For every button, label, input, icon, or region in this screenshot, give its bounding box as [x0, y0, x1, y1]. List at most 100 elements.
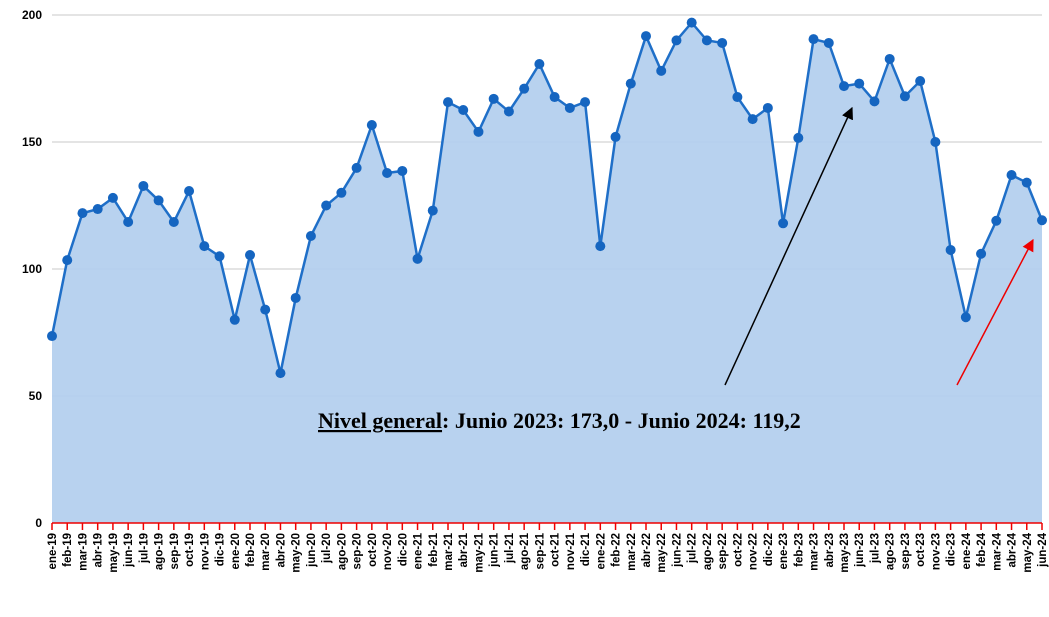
point — [747, 114, 758, 125]
x-tick-label: may-24 — [1022, 532, 1034, 572]
x-tick-label: oct-23 — [915, 533, 927, 567]
point — [229, 314, 240, 325]
point — [808, 34, 819, 45]
point — [321, 200, 332, 211]
point — [275, 368, 286, 379]
point — [458, 104, 469, 115]
point — [503, 106, 514, 117]
x-tick-label: feb-22 — [611, 533, 623, 567]
point — [1021, 177, 1032, 188]
point — [884, 53, 895, 64]
x-tick-label: jul-21 — [504, 532, 516, 564]
x-tick-label: dic-22 — [763, 533, 775, 566]
point — [519, 83, 530, 94]
point — [168, 217, 179, 228]
point — [382, 167, 393, 178]
point — [625, 78, 636, 89]
point — [245, 250, 255, 261]
point — [641, 31, 651, 42]
x-tick-label: nov-21 — [565, 532, 577, 570]
x-tick-label: abr-23 — [824, 533, 836, 568]
x-tick-label: ene-22 — [595, 533, 607, 569]
point — [869, 96, 880, 107]
point — [47, 331, 57, 342]
area — [52, 22, 1042, 524]
point — [473, 126, 484, 137]
point — [580, 97, 591, 108]
x-tick-label: mar-24 — [991, 532, 1003, 570]
x-tick-label: sep-23 — [900, 533, 912, 569]
x-tick-label: ago-23 — [885, 533, 897, 570]
point — [823, 37, 834, 48]
x-tick-label: mar-19 — [77, 533, 89, 571]
x-tick-label: oct-21 — [550, 532, 562, 566]
y-tick-label: 50 — [29, 389, 43, 403]
point — [960, 312, 971, 323]
x-tick-label: may-20 — [291, 533, 303, 573]
point — [793, 132, 804, 143]
point — [549, 92, 560, 103]
x-tick-label: feb-19 — [62, 533, 74, 567]
x-tick-label: ago-20 — [336, 533, 348, 570]
x-tick-label: nov-23 — [930, 533, 942, 570]
x-tick-label: oct-22 — [732, 533, 744, 567]
point — [656, 65, 667, 76]
x-tick-label: may-19 — [108, 533, 120, 573]
x-tick-label: nov-22 — [748, 533, 760, 570]
point — [290, 292, 301, 303]
point — [610, 131, 621, 142]
point — [77, 208, 88, 219]
point — [1037, 215, 1047, 226]
point — [899, 91, 910, 102]
x-tick-label: ago-22 — [702, 533, 714, 570]
point — [717, 37, 728, 48]
x-tick-label: feb-21 — [428, 532, 440, 566]
point — [427, 205, 438, 216]
point — [854, 78, 865, 89]
x-tick-label: dic-23 — [946, 533, 958, 566]
x-tick-label: dic-19 — [215, 533, 227, 566]
point — [366, 119, 377, 130]
point — [92, 204, 103, 215]
point — [564, 102, 575, 113]
point — [107, 192, 118, 203]
x-tick-label: abr-24 — [1007, 532, 1019, 567]
point — [397, 165, 408, 176]
point — [260, 304, 271, 315]
point — [701, 35, 712, 46]
x-tick-label: sep-20 — [352, 533, 364, 569]
x-tick-label: oct-19 — [184, 533, 196, 567]
x-tick-label: ene-19 — [47, 533, 59, 569]
x-tick-label: jul-20 — [321, 533, 333, 564]
point — [732, 92, 743, 103]
point — [336, 187, 347, 198]
x-tick-label: mar-23 — [809, 533, 821, 571]
x-tick-label: jun-21 — [489, 532, 501, 567]
point — [839, 81, 849, 92]
point — [762, 102, 773, 113]
x-tick-label: sep-22 — [717, 533, 729, 569]
x-tick-label: jun-20 — [306, 533, 318, 568]
point — [930, 137, 941, 147]
y-tick-label: 100 — [22, 262, 42, 276]
point — [62, 255, 73, 266]
x-tick-label: jun-24 — [1037, 532, 1049, 567]
point — [778, 218, 789, 229]
point — [443, 97, 453, 108]
point — [671, 35, 682, 46]
point — [305, 230, 316, 241]
arrow — [724, 106, 853, 386]
x-tick-label: mar-21 — [443, 532, 455, 570]
x-tick-label: jun-22 — [671, 533, 683, 568]
x-tick-label: abr-19 — [93, 533, 105, 568]
point — [991, 215, 1002, 226]
x-tick-label: jul-19 — [138, 533, 150, 564]
x-tick-label: may-21 — [473, 532, 485, 572]
x-tick-label: may-22 — [656, 533, 668, 573]
x-tick-label: feb-24 — [976, 532, 988, 566]
point — [945, 244, 956, 255]
x-tick-label: oct-20 — [367, 533, 379, 567]
x-tick-label: ene-20 — [230, 533, 242, 569]
